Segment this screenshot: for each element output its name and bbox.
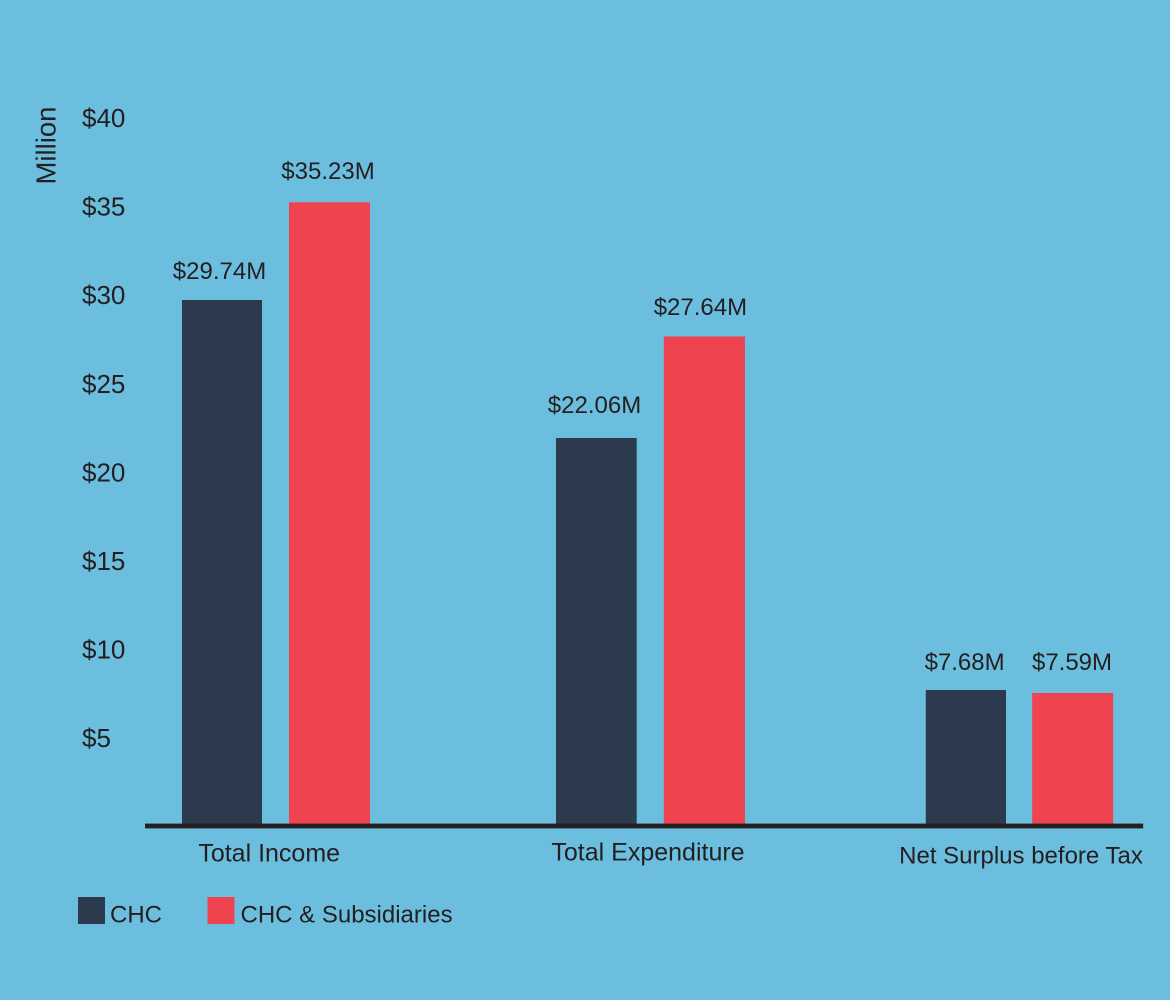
svg-text:$35.23M: $35.23M (281, 158, 374, 185)
svg-text:$22.06M: $22.06M (548, 392, 641, 419)
svg-text:Total Income: Total Income (198, 839, 340, 867)
svg-text:CHC & Subsidiaries: CHC & Subsidiaries (241, 902, 453, 929)
svg-text:$35: $35 (82, 192, 125, 222)
svg-text:Total Expenditure: Total Expenditure (551, 839, 744, 867)
svg-text:CHC: CHC (110, 902, 162, 929)
svg-text:$25: $25 (82, 369, 125, 399)
svg-text:$40: $40 (82, 103, 125, 133)
svg-text:$7.59M: $7.59M (1032, 649, 1112, 676)
svg-text:$7.68M: $7.68M (925, 649, 1005, 676)
svg-text:$20: $20 (82, 457, 125, 487)
svg-text:$10: $10 (82, 634, 125, 664)
svg-text:$5: $5 (82, 723, 111, 753)
svg-text:Million: Million (31, 107, 62, 185)
svg-text:$27.64M: $27.64M (654, 294, 747, 321)
svg-text:$30: $30 (82, 280, 125, 310)
svg-text:$29.74M: $29.74M (173, 258, 266, 285)
svg-text:Net Surplus before Tax: Net Surplus before Tax (899, 843, 1143, 870)
svg-text:$15: $15 (82, 546, 125, 576)
